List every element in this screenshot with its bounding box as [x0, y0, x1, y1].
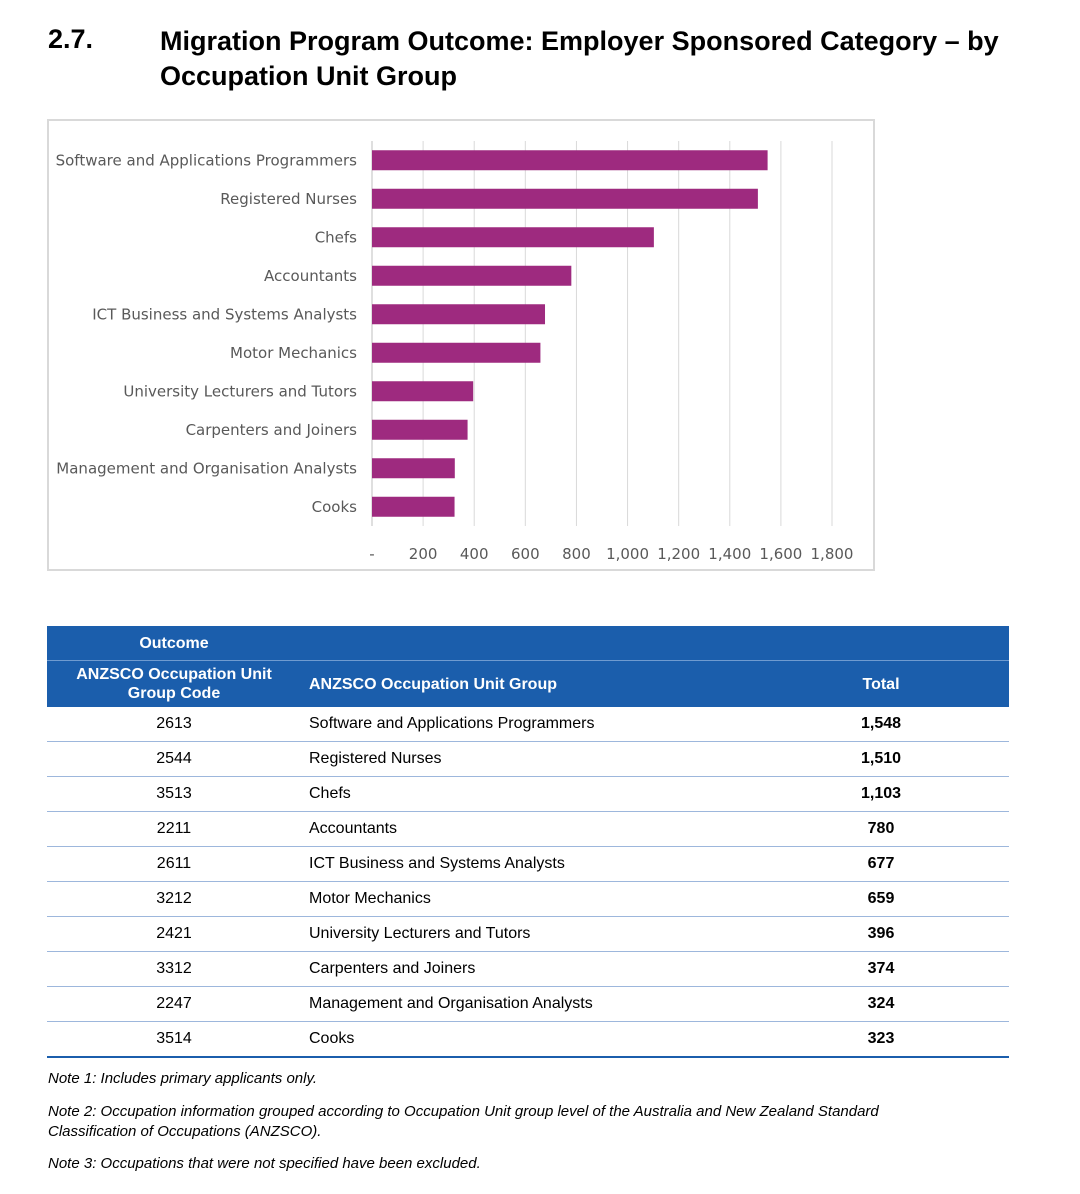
bar	[372, 265, 572, 286]
outcome-header-blank-2	[753, 626, 1009, 661]
category-label: Registered Nurses	[220, 190, 357, 208]
bar	[372, 381, 474, 402]
table-outcome-row: Outcome	[47, 626, 1009, 661]
category-label: Management and Organisation Analysts	[56, 459, 357, 477]
table-row: 2421 University Lecturers and Tutors 396	[47, 916, 1009, 952]
x-tick-label: 1,800	[811, 545, 854, 563]
code-column-header: ANZSCO Occupation Unit Group Code	[47, 660, 301, 707]
category-label: Carpenters and Joiners	[186, 421, 358, 439]
group-cell: ICT Business and Systems Analysts	[301, 846, 753, 882]
code-cell: 2421	[47, 916, 301, 952]
code-cell: 3513	[47, 776, 301, 812]
total-cell: 396	[753, 916, 1009, 952]
table-row: 3513 Chefs 1,103	[47, 776, 1009, 812]
code-cell: 2544	[47, 741, 301, 777]
x-tick-label: 800	[562, 545, 591, 563]
table-row: 2544 Registered Nurses 1,510	[47, 741, 1009, 777]
code-cell: 2247	[47, 986, 301, 1022]
group-cell: Accountants	[301, 811, 753, 847]
table-row: 3212 Motor Mechanics 659	[47, 881, 1009, 917]
x-tick-label: 200	[409, 545, 438, 563]
x-tick-label: -	[369, 545, 374, 563]
table-row: 3514 Cooks 323	[47, 1021, 1009, 1058]
group-cell: Software and Applications Programmers	[301, 707, 753, 742]
bar	[372, 496, 455, 517]
note-2: Note 2: Occupation information grouped a…	[48, 1103, 879, 1140]
note-3: Note 3: Occupations that were not specif…	[48, 1155, 481, 1172]
group-column-header: ANZSCO Occupation Unit Group	[301, 660, 753, 707]
total-cell: 374	[753, 951, 1009, 987]
table-row: 3312 Carpenters and Joiners 374	[47, 951, 1009, 987]
code-cell: 2611	[47, 846, 301, 882]
table-row: 2211 Accountants 780	[47, 811, 1009, 847]
category-label: Software and Applications Programmers	[56, 151, 358, 169]
bar	[372, 458, 455, 479]
section-number: 2.7.	[48, 24, 94, 54]
x-tick-label: 400	[460, 545, 489, 563]
x-tick-label: 600	[511, 545, 540, 563]
total-cell: 324	[753, 986, 1009, 1022]
group-cell: University Lecturers and Tutors	[301, 916, 753, 952]
x-tick-label: 1,600	[759, 545, 802, 563]
bar	[372, 150, 768, 171]
total-cell: 1,103	[753, 776, 1009, 812]
outcome-header: Outcome	[47, 626, 301, 661]
table-row: 2611 ICT Business and Systems Analysts 677	[47, 846, 1009, 882]
total-cell: 780	[753, 811, 1009, 847]
group-cell: Registered Nurses	[301, 741, 753, 777]
group-cell: Chefs	[301, 776, 753, 812]
bar-chart-svg: Software and Applications Programmers Reg…	[56, 141, 854, 563]
category-label: Motor Mechanics	[230, 344, 357, 362]
section-title: Migration Program Outcome: Employer Spon…	[160, 26, 999, 91]
category-label: Accountants	[264, 267, 357, 285]
bar-chart: Software and Applications Programmers Reg…	[47, 119, 875, 571]
code-cell: 2211	[47, 811, 301, 847]
category-label: ICT Business and Systems Analysts	[92, 305, 357, 323]
bar	[372, 188, 758, 209]
group-cell: Cooks	[301, 1021, 753, 1058]
bar	[372, 304, 546, 325]
total-cell: 1,548	[753, 707, 1009, 742]
total-cell: 659	[753, 881, 1009, 917]
bar	[372, 227, 654, 248]
group-cell: Carpenters and Joiners	[301, 951, 753, 987]
table-header-row: ANZSCO Occupation Unit Group Code ANZSCO…	[47, 660, 1009, 707]
category-label: Cooks	[312, 498, 358, 516]
x-tick-label: 1,000	[606, 545, 649, 563]
total-column-header: Total	[753, 660, 1009, 707]
category-label: University Lecturers and Tutors	[123, 382, 357, 400]
category-label: Chefs	[315, 228, 357, 246]
note-1: Note 1: Includes primary applicants only…	[48, 1070, 318, 1087]
bar	[372, 342, 541, 363]
code-cell: 3514	[47, 1021, 301, 1058]
outcome-header-blank	[301, 626, 753, 661]
x-tick-label: 1,400	[708, 545, 751, 563]
table-row: 2613 Software and Applications Programmer…	[47, 707, 1009, 742]
code-cell: 3312	[47, 951, 301, 987]
total-cell: 323	[753, 1021, 1009, 1058]
total-cell: 1,510	[753, 741, 1009, 777]
total-cell: 677	[753, 846, 1009, 882]
table-row: 2247 Management and Organisation Analysts…	[47, 986, 1009, 1022]
group-cell: Motor Mechanics	[301, 881, 753, 917]
x-tick-label: 1,200	[657, 545, 700, 563]
occupation-table: Outcome ANZSCO Occupation Unit Group Cod…	[47, 626, 1009, 1058]
bar	[372, 419, 468, 440]
code-cell: 2613	[47, 707, 301, 742]
code-cell: 3212	[47, 881, 301, 917]
group-cell: Management and Organisation Analysts	[301, 986, 753, 1022]
